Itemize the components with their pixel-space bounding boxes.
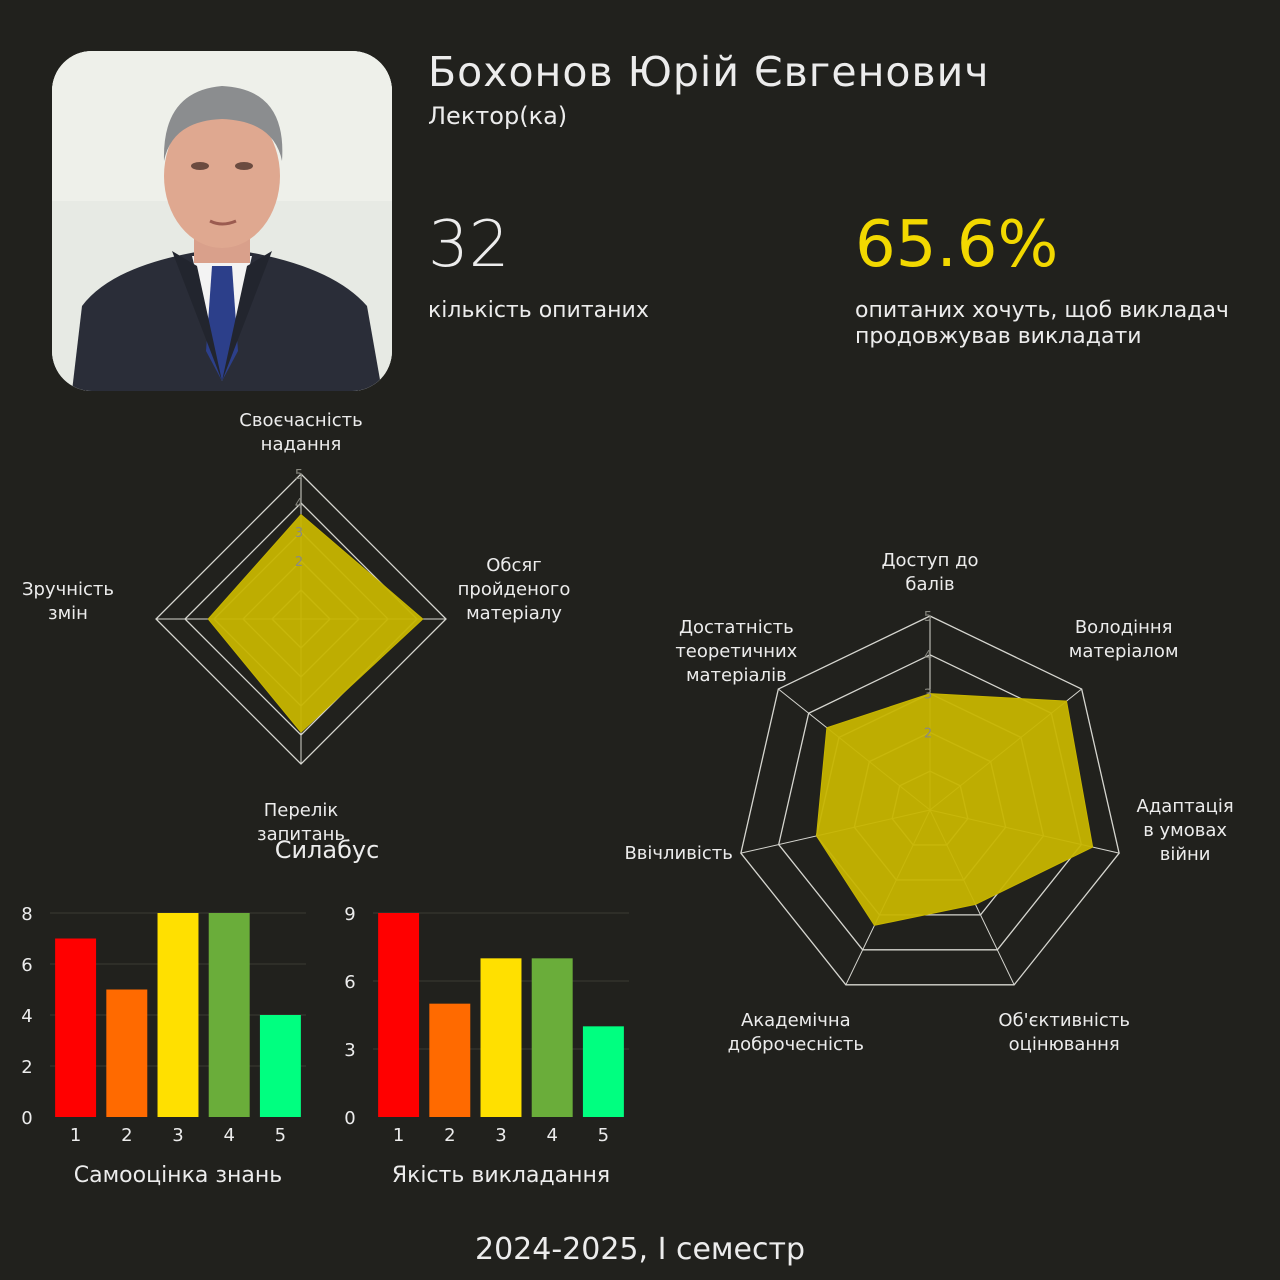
teaching-radar-chart: 2 3 4 5 Доступ до балів Володіння матеріалом Ада…: [624, 550, 1233, 1055]
radar-axis-label: Академічна доброчесність: [728, 1010, 864, 1055]
radar-axis-label: Достатність теоретичних матеріалів: [675, 617, 797, 686]
radar-axis-label-line: оцінювання: [1009, 1034, 1120, 1055]
bar-x-tick-label: 5: [598, 1125, 609, 1146]
radar-tick-label: 3: [295, 526, 303, 541]
radar-axis-label-line: Доступ до: [881, 550, 978, 571]
bar-x-tick-label: 2: [121, 1125, 132, 1146]
radar-axis-label-line: Обсяг: [486, 555, 541, 576]
radar-value-area: [207, 513, 424, 733]
radar-axis-label: Доступ до балів: [881, 550, 978, 595]
bar-chart-title: Самооцінка знань: [74, 1163, 283, 1188]
radar-axis-label-line: запитань: [257, 824, 345, 845]
syllabus-radar-chart: 2 3 4 5 Своєчасність надання Обсяг пройденого ма…: [22, 410, 570, 845]
radar-tick-label: 3: [924, 688, 932, 703]
bar-x-tick-label: 3: [172, 1125, 183, 1146]
syllabus-radar-title: Силабус: [275, 836, 380, 864]
bar: [378, 913, 420, 1117]
bar: [157, 913, 199, 1117]
radar-axis-label-line: Своєчасність: [239, 410, 362, 431]
radar-axis-label-line: Достатність: [679, 617, 794, 638]
radar-axis-label: Об'єктивність оцінювання: [998, 1010, 1130, 1055]
bar-y-tick-label: 6: [344, 972, 355, 993]
bar: [582, 1026, 624, 1117]
radar-axis-label-line: Перелік: [264, 800, 339, 821]
radar-axis-label-line: в умовах: [1143, 820, 1227, 841]
lecturer-name: Бохонов Юрій Євгенович: [428, 48, 990, 96]
radar-axis-label-line: надання: [261, 434, 342, 455]
bar-chart-title: Якість викладання: [392, 1163, 610, 1188]
bar: [106, 989, 148, 1117]
radar-axis-label-line: матеріалів: [686, 665, 787, 686]
bar-y-tick-label: 2: [21, 1057, 32, 1078]
bar-x-tick-label: 1: [70, 1125, 81, 1146]
radar-axis-label: Володіння матеріалом: [1069, 617, 1179, 662]
respondents-label: кількість опитаних: [428, 298, 649, 323]
continue-label: опитаних хочуть, щоб викладач продовжува…: [855, 298, 1229, 349]
bar-x-tick-label: 1: [393, 1125, 404, 1146]
radar-axis-label-line: теоретичних: [675, 641, 797, 662]
bar: [480, 958, 522, 1117]
bar-x-tick-label: 4: [223, 1125, 234, 1146]
radar-axis-label-line: Зручність: [22, 579, 114, 600]
radar-axis-label-line: змін: [48, 603, 88, 624]
radar-tick-label: 2: [295, 555, 303, 570]
radar-axis-label-line: матеріалу: [466, 603, 562, 624]
radar-axis-label: Своєчасність надання: [239, 410, 362, 455]
radar-axis-label-line: війни: [1160, 844, 1211, 865]
bar-y-tick-label: 4: [21, 1006, 32, 1027]
bar-y-tick-label: 3: [344, 1040, 355, 1061]
semester-footer: 2024-2025, І семестр: [474, 1232, 806, 1267]
radar-tick-label: 5: [295, 468, 303, 483]
self-assessment-bar-chart: 0 2 4 6 8 1 2 3 4 5 Самооцінка знань: [21, 904, 306, 1188]
radar-axis-label-line: пройденого: [458, 579, 571, 600]
radar-axis-label: Зручність змін: [22, 579, 114, 624]
radar-axis-label-line: доброчесність: [728, 1034, 864, 1055]
radar-tick-label: 4: [924, 649, 932, 664]
radar-axis-label-line: Об'єктивність: [998, 1010, 1130, 1031]
radar-axis-label: Ввічливість: [624, 843, 732, 864]
radar-axis-label-line: Ввічливість: [624, 843, 732, 864]
bar-y-tick-label: 0: [344, 1108, 355, 1129]
radar-tick-label: 5: [924, 610, 932, 625]
bar: [429, 1003, 471, 1117]
bar-x-tick-label: 4: [546, 1125, 557, 1146]
radar-axis-label-line: балів: [905, 574, 954, 595]
radar-axis-label: Перелік запитань: [257, 800, 345, 845]
bar-y-tick-label: 9: [344, 904, 355, 925]
radar-axis-label-line: Академічна: [741, 1010, 851, 1031]
continue-percentage: 65.6%: [855, 208, 1059, 282]
bar: [55, 938, 97, 1117]
bar-x-tick-label: 3: [495, 1125, 506, 1146]
respondents-count: 32: [428, 208, 510, 282]
radar-axis-label-line: Адаптація: [1137, 796, 1234, 817]
portrait-image: [52, 51, 392, 391]
radar-value-area: [816, 693, 1094, 926]
radar-grid-ring: [740, 615, 1120, 986]
radar-axis-label: Обсяг пройденого матеріалу: [458, 555, 571, 624]
radar-axis-label-line: матеріалом: [1069, 641, 1179, 662]
radar-tick-label: 4: [295, 497, 303, 512]
lecturer-photo: [52, 51, 392, 391]
radar-axis-label-line: Володіння: [1075, 617, 1173, 638]
bar-x-tick-label: 2: [444, 1125, 455, 1146]
radar-tick-label: 2: [924, 726, 932, 741]
radar-axis-label: Адаптація в умовах війни: [1137, 796, 1234, 865]
lecturer-role: Лектор(ка): [428, 102, 568, 130]
bar-x-tick-label: 5: [275, 1125, 286, 1146]
bar-y-tick-label: 8: [21, 904, 32, 925]
bar: [259, 1015, 301, 1117]
bar: [208, 913, 250, 1117]
bar-y-tick-label: 0: [21, 1108, 32, 1129]
bar-y-tick-label: 6: [21, 955, 32, 976]
bar: [531, 958, 573, 1117]
